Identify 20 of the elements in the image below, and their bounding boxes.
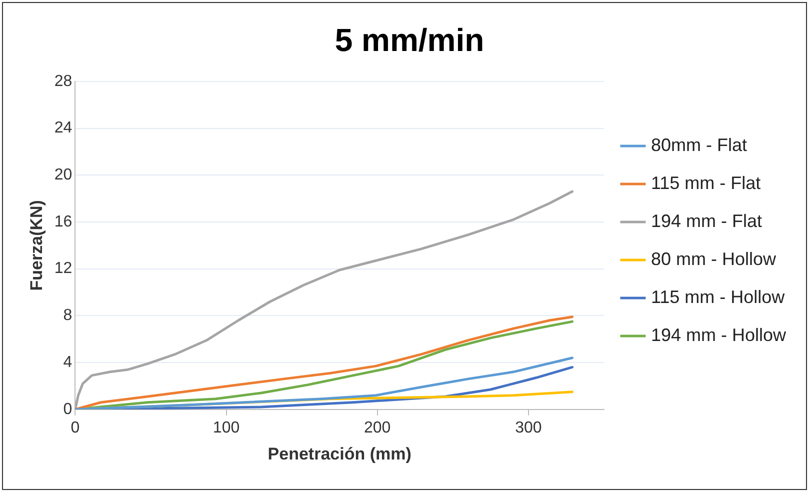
y-tick-label: 12 — [54, 260, 72, 278]
legend-label: 80 mm - Hollow — [650, 248, 777, 269]
x-tick-label: 300 — [515, 419, 542, 436]
y-axis-title: Fuerza(KN) — [26, 200, 46, 291]
y-tick-label: 8 — [63, 307, 72, 324]
legend-label: 80mm - Flat — [650, 134, 747, 155]
legend-label: 115 mm - Flat — [650, 172, 761, 193]
legend-label: 194 mm - Hollow — [650, 324, 787, 345]
y-tick-label: 16 — [54, 213, 72, 230]
y-tick-label: 20 — [54, 166, 72, 184]
y-tick-label: 4 — [63, 354, 72, 371]
x-axis-title: Penetración (mm) — [268, 444, 412, 464]
y-tick-label: 0 — [63, 400, 72, 418]
y-tick-label: 24 — [54, 120, 72, 137]
legend-label: 194 mm - Flat — [650, 210, 762, 231]
y-tick-label: 28 — [54, 72, 72, 90]
x-tick-label: 200 — [364, 419, 391, 436]
legend-label: 115 mm - Hollow — [650, 286, 786, 307]
chart-title: 5 mm/min — [334, 22, 484, 58]
x-tick-label: 100 — [212, 419, 240, 436]
